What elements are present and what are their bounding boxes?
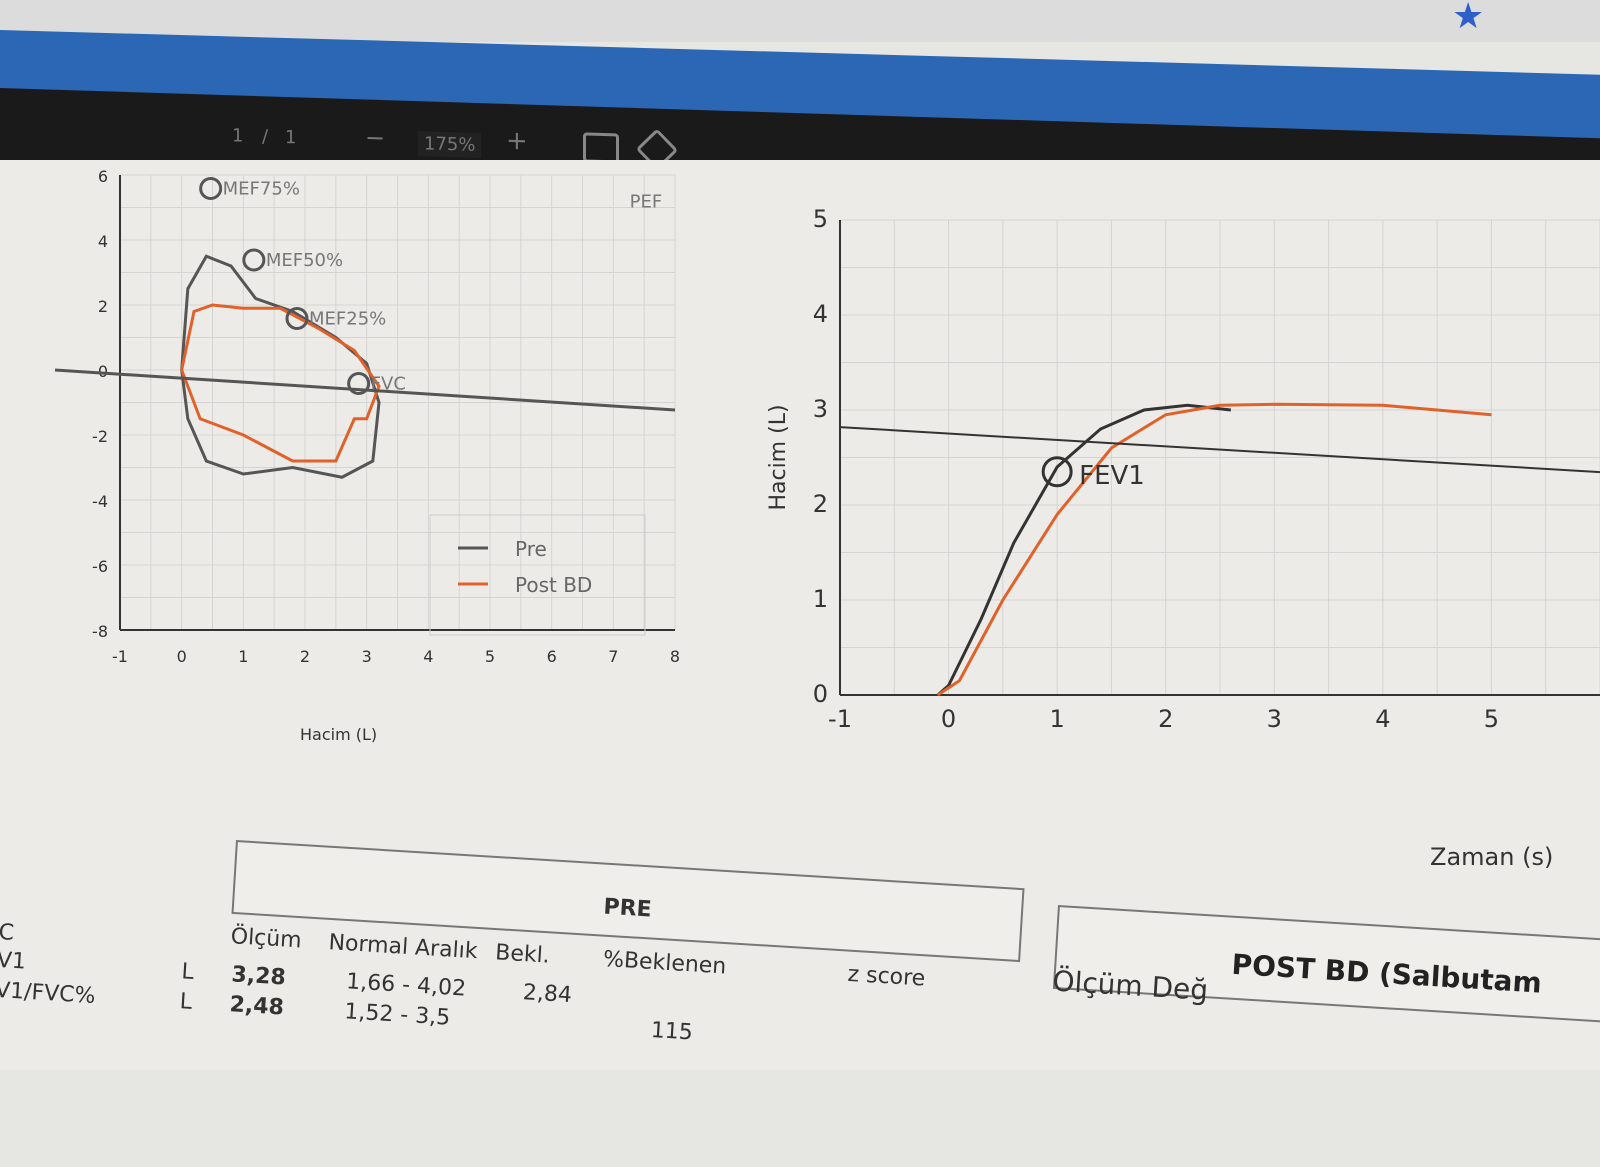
row-label: V1	[0, 947, 27, 975]
zoom-in-button[interactable]: +	[506, 125, 528, 157]
page-sep: /	[262, 126, 269, 148]
browser-bar: ★	[0, 0, 1600, 42]
x-tick-label: 3	[1267, 705, 1282, 733]
series-line-pre	[936, 403, 1232, 697]
marker-circle	[242, 248, 266, 272]
col-header-zscore: z score	[846, 961, 926, 992]
x-tick-label: 6	[547, 647, 557, 666]
zoom-out-button[interactable]: −	[365, 123, 386, 153]
row-unit: L	[180, 959, 195, 985]
flow-volume-chart: -1 0 1 2 3 4 5 6 7 8 6 4 2 0 -2 -4 -6 -8 Hacim (L) MEF75% ME…	[54, 167, 680, 744]
x-tick-label: 0	[177, 647, 187, 666]
x-tick-label: 3	[362, 647, 372, 666]
legend-label: Post BD	[515, 573, 592, 597]
series-line-post-bd	[936, 402, 1492, 697]
row-measure: 3,28	[230, 962, 287, 991]
row-measure: 2,48	[228, 992, 285, 1021]
y-tick-label: 2	[98, 297, 108, 316]
x-tick-label: 2	[300, 647, 310, 666]
x-tick-label: 8	[670, 647, 680, 666]
page-current[interactable]: 1	[232, 125, 244, 147]
x-axis-label: Hacim (L)	[300, 725, 377, 744]
y-tick-label: 2	[813, 490, 828, 518]
legend-label: Pre	[515, 537, 547, 561]
marker-circle	[347, 372, 371, 395]
y-axis-label: Hacim (L)	[766, 404, 791, 510]
annotation-mef75: MEF75%	[223, 179, 300, 200]
star-icon[interactable]: ★	[1452, 0, 1485, 37]
x-tick-label: 5	[1484, 705, 1499, 733]
row-unit: L	[178, 989, 193, 1015]
annotation-fev1: FEV1	[1079, 461, 1145, 491]
y-tick-label: 0	[98, 362, 108, 381]
x-tick-label: 1	[238, 647, 248, 666]
col-header-pred: Bekl.	[494, 940, 551, 969]
reference-line	[839, 426, 1600, 474]
y-tick-label: -8	[92, 622, 108, 641]
annotation-pef: PEF	[630, 192, 663, 213]
x-tick-label: 1	[1050, 705, 1065, 733]
x-tick-label: -1	[828, 705, 852, 733]
y-tick-label: -2	[92, 427, 108, 446]
series-line-post-bd	[180, 303, 381, 463]
y-tick-label: -6	[92, 557, 108, 576]
x-tick-label: 7	[608, 647, 618, 666]
x-axis-label: Zaman (s)	[1430, 843, 1553, 871]
y-tick-label: 4	[813, 300, 828, 328]
y-tick-label: 4	[98, 232, 108, 251]
x-tick-label: 4	[423, 647, 433, 666]
y-tick-label: 1	[813, 585, 828, 613]
annotation-fvc: FVC	[371, 374, 406, 395]
annotation-mef25: MEF25%	[309, 309, 386, 330]
row-range: 1,52 - 3,5	[343, 999, 451, 1031]
x-tick-label: 5	[485, 647, 495, 666]
x-tick-label: -1	[112, 647, 128, 666]
row-pred: 2,84	[522, 980, 573, 1009]
col-header-measure: Ölçüm	[230, 924, 303, 954]
y-tick-label: 0	[813, 680, 828, 708]
zoom-level[interactable]: 175%	[418, 131, 482, 159]
y-tick-label: -4	[92, 492, 108, 511]
x-tick-label: 4	[1375, 705, 1390, 733]
row-range: 1,66 - 4,02	[345, 969, 467, 1002]
legend-box	[429, 514, 646, 636]
row-pct: 115	[650, 1017, 694, 1046]
marker-circle	[199, 177, 223, 200]
y-tick-label: 3	[813, 395, 828, 423]
annotation-mef50: MEF50%	[266, 250, 343, 271]
fev1-marker	[1041, 456, 1073, 488]
x-tick-label: 0	[941, 705, 956, 733]
row-label: V1/FVC%	[0, 977, 97, 1009]
y-tick-label: 6	[98, 167, 108, 186]
page-total: 1	[285, 126, 297, 149]
marker-circle	[285, 307, 309, 330]
x-tick-label: 2	[1158, 705, 1173, 733]
series-line-pre	[180, 254, 381, 479]
y-tick-label: 5	[813, 205, 828, 233]
row-label: C	[0, 919, 15, 946]
fit-page-icon[interactable]	[583, 132, 619, 164]
